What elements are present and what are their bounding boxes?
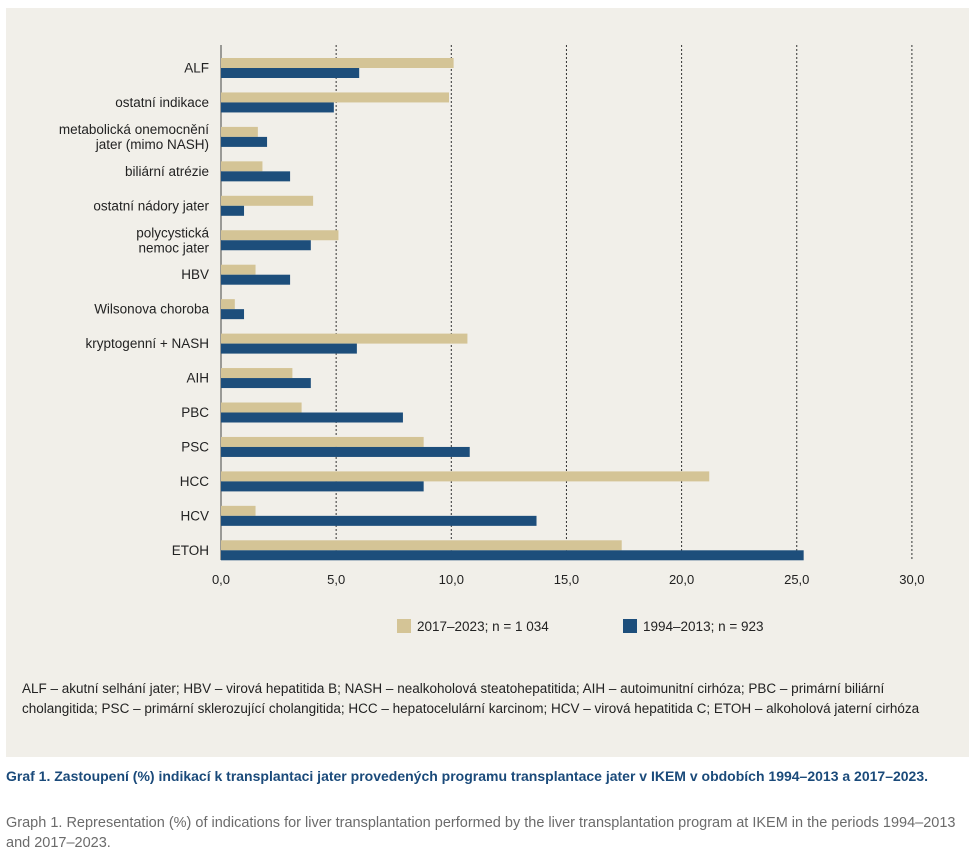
- chart-panel: [6, 8, 969, 757]
- bar-1994-2013: [221, 550, 804, 561]
- bar-2017-2023: [221, 126, 258, 137]
- bar-1994-2013: [221, 136, 268, 147]
- bar-2017-2023: [221, 92, 449, 103]
- bar-2017-2023: [221, 333, 468, 344]
- bar-2017-2023: [221, 58, 454, 68]
- legend-2017-2023-swatch: [397, 619, 411, 633]
- category-label: PBC: [181, 405, 209, 420]
- x-tick-label: 10,0: [439, 572, 464, 587]
- bar-1994-2013: [221, 343, 357, 354]
- category-label: HCV: [180, 508, 209, 523]
- bar-2017-2023: [221, 368, 293, 379]
- bar-1994-2013: [221, 240, 311, 251]
- bar-2017-2023: [221, 540, 622, 551]
- bar-1994-2013: [221, 309, 245, 320]
- bar-1994-2013: [221, 171, 291, 182]
- category-label: ostatní nádory jater: [93, 198, 209, 213]
- category-label: ALF: [184, 61, 209, 76]
- bar-2017-2023: [221, 402, 302, 413]
- x-tick-label: 25,0: [784, 572, 809, 587]
- category-label: HCC: [180, 474, 209, 489]
- figure-caption-english: Graph 1. Representation (%) of indicatio…: [6, 815, 956, 851]
- category-label: biliární atrézie: [125, 164, 209, 179]
- legend-1994-2013-label: 1994–2013; n = 923: [643, 619, 764, 634]
- bar-1994-2013: [221, 412, 403, 423]
- bar-1994-2013: [221, 446, 470, 457]
- bar-2017-2023: [221, 471, 710, 482]
- figure-caption-czech: Graf 1. Zastoupení (%) indikací k transp…: [6, 768, 929, 784]
- category-label: ostatní indikace: [115, 95, 209, 110]
- bar-2017-2023: [221, 230, 339, 241]
- bar-1994-2013: [221, 205, 245, 216]
- bar-1994-2013: [221, 68, 360, 78]
- bar-1994-2013: [221, 102, 334, 113]
- legend-2017-2023-label: 2017–2023; n = 1 034: [417, 619, 549, 634]
- category-label: HBV: [181, 267, 209, 282]
- legend-1994-2013-swatch: [623, 619, 637, 633]
- x-tick-label: 20,0: [669, 572, 694, 587]
- category-label: ETOH: [172, 543, 209, 558]
- bar-1994-2013: [221, 378, 311, 389]
- category-label: AIH: [186, 371, 209, 386]
- category-label: polycystická nemoc jater: [136, 225, 209, 255]
- bar-2017-2023: [221, 505, 256, 516]
- bar-chart: 0,0 5,0 10,0 15,0 20,0 25,0 30,0 ALF ostatní ind…: [59, 45, 925, 634]
- category-label: metabolická onemocnění jater (mimo NASH): [59, 122, 209, 152]
- x-tick-label: 30,0: [899, 572, 924, 587]
- bar-1994-2013: [221, 515, 537, 526]
- abbreviations-note: ALF – akutní selhání jater; HBV – virová…: [22, 681, 920, 716]
- x-tick-label: 15,0: [554, 572, 579, 587]
- category-label: kryptogenní + NASH: [86, 336, 209, 351]
- bar-2017-2023: [221, 161, 263, 172]
- bar-2017-2023: [221, 264, 256, 275]
- x-tick-label: 0,0: [212, 572, 230, 587]
- x-tick-label: 5,0: [327, 572, 345, 587]
- category-label: PSC: [181, 439, 209, 454]
- bar-2017-2023: [221, 436, 424, 447]
- bar-2017-2023: [221, 195, 314, 206]
- bar-2017-2023: [221, 299, 235, 310]
- category-label: Wilsonova choroba: [94, 302, 209, 317]
- bar-1994-2013: [221, 481, 424, 492]
- bar-1994-2013: [221, 274, 291, 285]
